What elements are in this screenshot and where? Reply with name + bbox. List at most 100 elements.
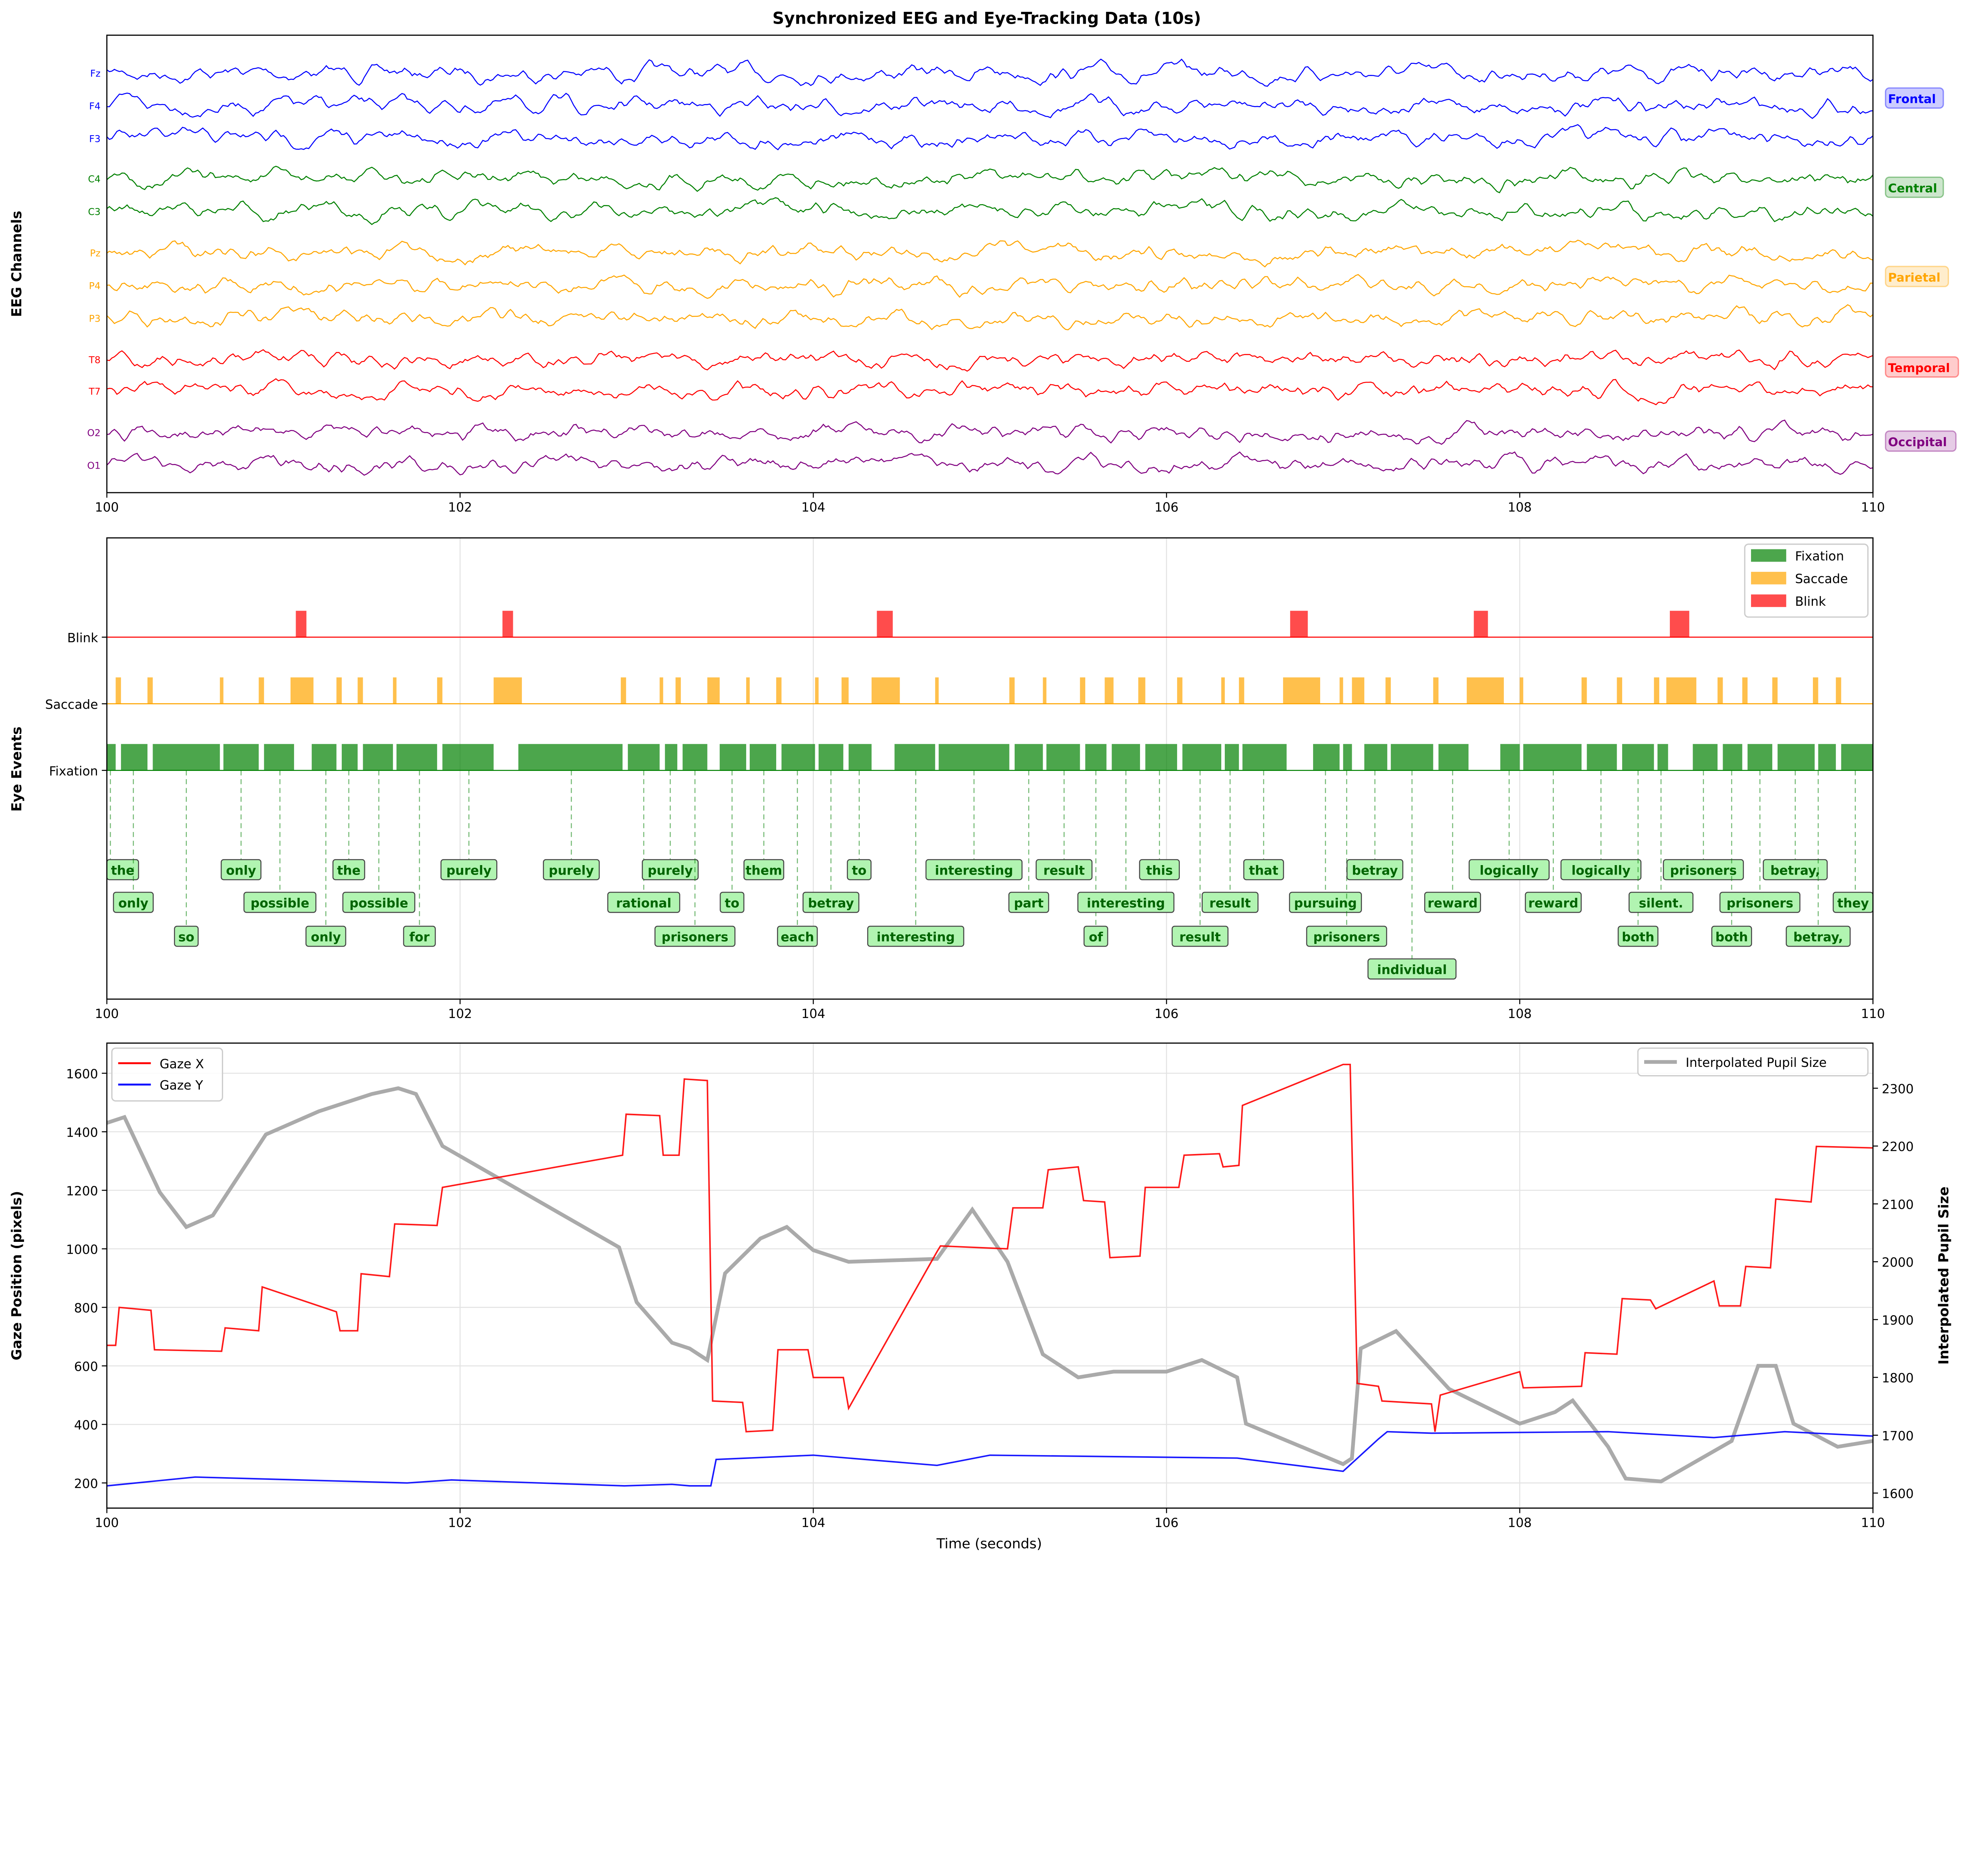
word-label: pursuing [1294, 895, 1357, 910]
word-badge [243, 891, 317, 913]
region-label: Frontal [1888, 92, 1936, 106]
saccade-bar [1654, 677, 1660, 704]
saccade-bar [358, 677, 363, 704]
saccade-bar [815, 677, 819, 704]
legend-label: Fixation [1795, 549, 1844, 564]
word-label: prisoners [1670, 863, 1736, 878]
saccade-bar [290, 677, 314, 704]
fixation-bar [1693, 744, 1718, 770]
legend-label: Blink [1795, 594, 1826, 609]
x-tick-label: 104 [801, 500, 825, 515]
word-badge [847, 859, 872, 880]
fixation-bar [1622, 744, 1654, 770]
x-tick-label: 110 [1861, 1006, 1885, 1021]
legend-label: Gaze Y [160, 1078, 203, 1093]
eeg-trace-T8 [107, 349, 1873, 372]
region-badge [1885, 430, 1957, 452]
series-line-interpolated-pupil-size [106, 1086, 1874, 1483]
axes-frame [106, 537, 1874, 1000]
fixation-bar [818, 744, 844, 770]
saccade-bar [1772, 677, 1778, 704]
word-label: part [1014, 895, 1043, 910]
fixation-bar [939, 744, 1010, 770]
word-label: result [1209, 895, 1251, 910]
word-label: betray, [1770, 863, 1820, 878]
y-right-tick-label: 1800 [1882, 1371, 1914, 1386]
x-tick-label: 106 [1155, 500, 1179, 515]
x-tick-label: 102 [448, 1515, 472, 1530]
saccade-bar [1339, 677, 1343, 704]
word-badge [342, 891, 415, 913]
channel-label: O1 [87, 460, 101, 471]
y-tick-label: Fixation [49, 763, 98, 778]
word-label: to [725, 895, 739, 910]
x-tick-label: 108 [1508, 1515, 1532, 1530]
channel-label: C4 [88, 173, 101, 184]
fixation-bar [848, 744, 872, 770]
saccade-bar [147, 677, 153, 704]
word-badge [305, 925, 347, 947]
saccade-bar [1718, 677, 1723, 704]
x-axis-label: Time (seconds) [936, 1536, 1042, 1552]
channel-label: P3 [89, 313, 101, 324]
fixation-bar [264, 744, 294, 770]
word-label: interesting [877, 929, 955, 944]
fixation-bar [1343, 744, 1352, 770]
legend-label: Saccade [1795, 571, 1848, 586]
gaze-panel: 100 102 104 106 108 110 200 400 600 800 1000 1200 14… [9, 1042, 1952, 1530]
legend-swatch [1751, 549, 1787, 562]
fixation-bar [1225, 744, 1239, 770]
y-tick-label: 400 [74, 1418, 98, 1433]
eeg-trace-O1 [107, 451, 1873, 476]
y-right-tick-label: 1700 [1882, 1428, 1914, 1443]
blink-bar [1474, 610, 1488, 637]
word-label: of [1089, 929, 1103, 944]
word-badge [802, 891, 860, 913]
fixation-bar [121, 744, 148, 770]
word-label: interesting [1087, 895, 1165, 910]
fixation-bar [341, 744, 358, 770]
region-label: Central [1888, 182, 1937, 195]
saccade-bar [1080, 677, 1086, 704]
word-label: for [409, 929, 430, 944]
fixation-bar [894, 744, 935, 770]
fixation-bar [682, 744, 708, 770]
word-badge [1243, 859, 1284, 880]
y-tick-label: 600 [74, 1359, 98, 1374]
fixation-bar [781, 744, 815, 770]
word-badge [113, 891, 154, 913]
word-badge [332, 859, 365, 880]
word-label: only [311, 929, 341, 944]
word-badge [1172, 925, 1229, 947]
blink-bar [296, 610, 307, 637]
saccade-bar [1239, 677, 1244, 704]
x-tick-label: 108 [1508, 1006, 1532, 1021]
fixation-bar [1587, 744, 1617, 770]
saccade-bar [707, 677, 720, 704]
word-badge [1306, 925, 1387, 947]
saccade-bar [659, 677, 663, 704]
channel-label: T8 [88, 355, 101, 366]
word-label: this [1146, 863, 1173, 878]
word-badge [1139, 859, 1180, 880]
fixation-bar [1112, 744, 1140, 770]
eeg-trace-C3 [107, 197, 1873, 225]
saccade-bar [1617, 677, 1623, 704]
word-label: purely [549, 863, 594, 878]
word-label: both [1716, 929, 1748, 944]
saccade-bar [1520, 677, 1524, 704]
saccade-bar [1742, 677, 1748, 704]
fixation-bar [442, 744, 494, 770]
axes-frame [106, 34, 1874, 493]
saccade-bar [494, 677, 522, 704]
y-tick-label: Saccade [45, 697, 98, 712]
word-badge [1468, 859, 1550, 880]
word-label: prisoners [1313, 929, 1380, 944]
word-badge [1424, 891, 1481, 913]
fixation-bar [396, 744, 437, 770]
eeg-trace-Fz [107, 58, 1873, 87]
eeg-trace-T7 [107, 378, 1873, 406]
fixation-bar [1242, 744, 1287, 770]
fixation-bar [1500, 744, 1520, 770]
channel-label: P4 [89, 280, 101, 291]
